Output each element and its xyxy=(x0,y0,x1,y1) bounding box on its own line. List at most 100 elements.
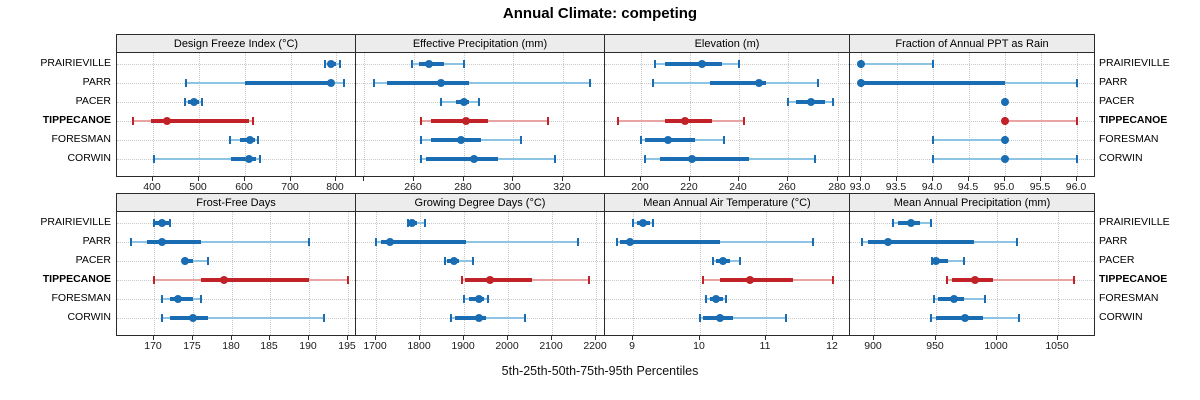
whisker-cap xyxy=(651,79,654,87)
median-dot xyxy=(719,257,727,265)
bar-25-75 xyxy=(709,81,767,85)
whisker-cap xyxy=(346,276,349,284)
gridline-vertical xyxy=(270,212,271,335)
gridline-vertical xyxy=(245,53,246,176)
axis-tick xyxy=(290,177,291,181)
site-label-right: TIPPECANOE xyxy=(1099,273,1168,285)
whisker-cap xyxy=(738,60,741,68)
panel-header: Growing Degree Days (°C) xyxy=(355,193,605,212)
median-dot xyxy=(437,79,446,87)
median-dot xyxy=(462,117,471,125)
gridline-vertical xyxy=(552,212,553,335)
whisker-cap xyxy=(199,295,202,303)
site-label-right: PACER xyxy=(1099,95,1135,107)
whisker-cap xyxy=(307,238,310,246)
whisker-cap xyxy=(229,136,232,144)
axis-tick-label: 800 xyxy=(326,181,344,193)
whisker-cap xyxy=(410,60,413,68)
whisker-cap xyxy=(652,219,655,227)
axis-tick xyxy=(787,177,788,181)
axis-tick-label: 94.0 xyxy=(921,181,943,193)
site-label-right: PACER xyxy=(1099,254,1135,266)
median-dot xyxy=(949,295,958,303)
axis-tick xyxy=(873,336,874,340)
site-label-left: TIPPECANOE xyxy=(42,114,111,126)
gridline-horizontal xyxy=(356,102,604,103)
axis-tick xyxy=(640,177,641,181)
axis-tick-label: 96.0 xyxy=(1065,181,1087,193)
whisker-cap xyxy=(131,117,134,125)
axis-tick-label: 950 xyxy=(926,340,944,352)
whisker-cap xyxy=(130,238,133,246)
whisker-cap xyxy=(831,98,834,106)
median-dot xyxy=(188,314,197,322)
whisker-cap xyxy=(460,276,463,284)
gridline-vertical xyxy=(788,53,789,176)
whisker-cap xyxy=(932,136,935,144)
median-dot xyxy=(326,79,335,87)
axis-tick-label: 2200 xyxy=(583,340,607,352)
median-dot xyxy=(907,219,916,227)
axis-tick-label: 400 xyxy=(143,181,161,193)
site-label-right: PRAIRIEVILLE xyxy=(1099,216,1170,228)
median-dot xyxy=(424,60,433,68)
whisker-cap xyxy=(200,98,203,106)
whisker-cap xyxy=(816,79,819,87)
gridline-horizontal xyxy=(850,223,1094,224)
panel-plot-area xyxy=(849,211,1095,336)
whisker-cap xyxy=(1017,314,1020,322)
gridline-horizontal xyxy=(850,102,1094,103)
gridline-vertical xyxy=(861,53,862,176)
gridline-vertical xyxy=(232,212,233,335)
axis-tick xyxy=(363,177,364,181)
whisker-cap xyxy=(929,219,932,227)
whisker-5-95 xyxy=(154,158,260,160)
panel-plot-area xyxy=(604,52,850,177)
axis-tick xyxy=(968,177,969,181)
whisker-cap xyxy=(738,257,741,265)
axis-tick-label: 190 xyxy=(299,340,317,352)
median-dot xyxy=(327,60,336,68)
bar-25-75 xyxy=(431,119,489,123)
gridline-vertical xyxy=(153,53,154,176)
axis-tick-label: 1800 xyxy=(407,340,431,352)
gridline-vertical xyxy=(193,212,194,335)
axis-tick xyxy=(375,336,376,340)
panel-header: Effective Precipitation (mm) xyxy=(355,34,605,53)
whisker-cap xyxy=(342,79,345,87)
panel-plot-area xyxy=(849,52,1095,177)
whisker-cap xyxy=(705,295,708,303)
median-dot xyxy=(173,295,182,303)
whisker-cap xyxy=(161,295,164,303)
whisker-5-95 xyxy=(933,139,1006,141)
axis-tick-label: 180 xyxy=(222,340,240,352)
bar-25-75 xyxy=(380,240,467,244)
gridline-horizontal xyxy=(117,64,355,65)
gridline-horizontal xyxy=(356,223,604,224)
gridline-vertical xyxy=(969,53,970,176)
median-dot xyxy=(754,79,763,87)
median-dot xyxy=(385,238,394,246)
bar-25-75 xyxy=(386,81,469,85)
whisker-cap xyxy=(588,276,591,284)
median-dot xyxy=(474,295,483,303)
axis-tick-label: 900 xyxy=(864,340,882,352)
axis-tick-label: 95.0 xyxy=(993,181,1015,193)
axis-tick xyxy=(996,336,997,340)
whisker-cap xyxy=(654,60,657,68)
axis-tick-label: 195 xyxy=(338,340,356,352)
bar-25-75 xyxy=(231,157,257,161)
whisker-cap xyxy=(933,295,936,303)
gridline-vertical xyxy=(1005,53,1006,176)
panel-plot-area xyxy=(355,211,605,336)
whisker-cap xyxy=(519,136,522,144)
axis-tick-label: 300 xyxy=(503,181,521,193)
site-label-left: PACER xyxy=(75,254,111,266)
gridline-horizontal xyxy=(605,140,849,141)
whisker-cap xyxy=(420,117,423,125)
median-dot xyxy=(680,117,689,125)
axis-tick xyxy=(595,336,596,340)
bar-25-75 xyxy=(619,240,720,244)
axis-tick xyxy=(765,336,766,340)
